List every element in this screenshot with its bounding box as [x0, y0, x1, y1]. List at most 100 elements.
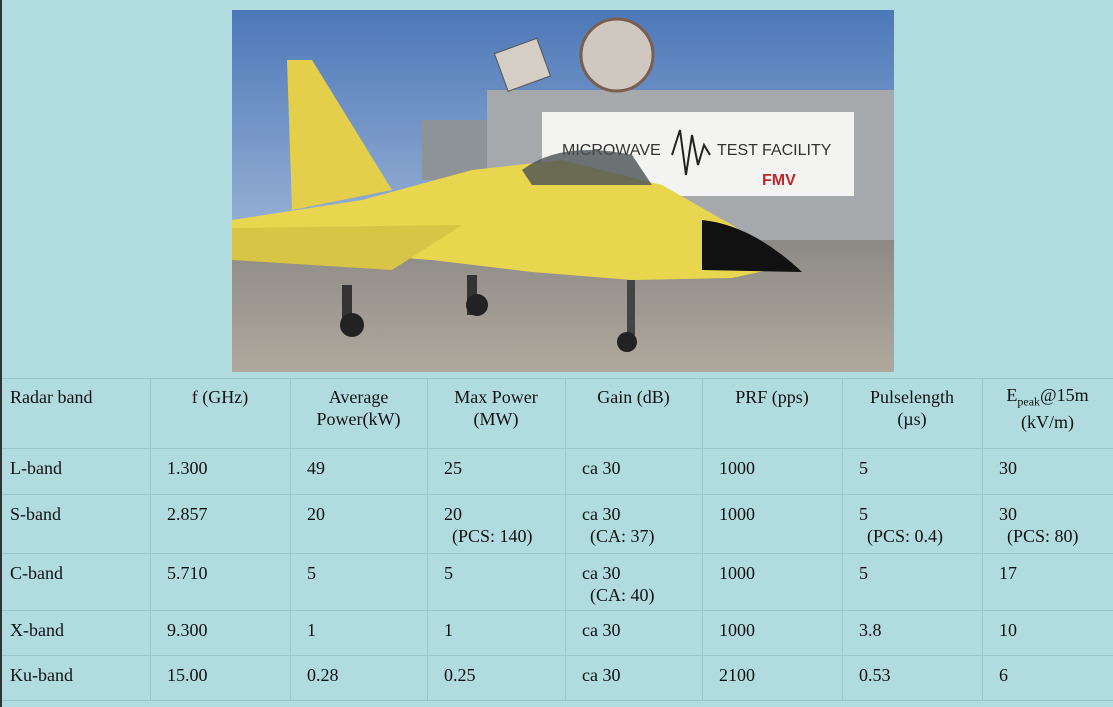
- table-cell: ca 30: [582, 457, 620, 479]
- header-cell: Radar band: [2, 386, 150, 408]
- table-cell: 3.8: [859, 619, 882, 641]
- header-text: E: [1006, 385, 1018, 405]
- row-line: [2, 494, 1113, 495]
- row-line: [2, 378, 1113, 379]
- cell-line: 2100: [719, 665, 755, 685]
- table-cell: 1000: [719, 619, 755, 641]
- header-cell: Gain (dB): [565, 386, 702, 408]
- cell-line: 5: [859, 504, 868, 524]
- table-cell: L-band: [10, 457, 62, 479]
- cell-line: 3.8: [859, 620, 882, 640]
- cell-line: 0.25: [444, 665, 476, 685]
- table-cell: 15.00: [167, 664, 208, 686]
- table-cell: 1000: [719, 457, 755, 479]
- cell-line: 5: [444, 563, 453, 583]
- sign-logo: FMV: [762, 172, 796, 189]
- cell-line: 25: [444, 458, 462, 478]
- cell-line: 15.00: [167, 665, 208, 685]
- cell-line: (CA: 40): [590, 585, 655, 605]
- cell-line: 1000: [719, 563, 755, 583]
- table-cell: 20 (PCS: 140): [444, 503, 533, 547]
- header-line: f (GHz): [191, 387, 249, 407]
- header-line: Epeak@15m: [982, 386, 1113, 411]
- cell-line: 17: [999, 563, 1017, 583]
- cell-line: C-band: [10, 563, 63, 583]
- cell-line: Ku-band: [10, 665, 73, 685]
- header-cell: Pulselength (µs): [842, 386, 982, 430]
- cell-line: 0.28: [307, 665, 339, 685]
- table-cell: 25: [444, 457, 462, 479]
- table-cell: 30 (PCS: 80): [999, 503, 1079, 547]
- cell-line: X-band: [10, 620, 64, 640]
- header-line: Radar band: [10, 387, 93, 407]
- cell-line: (PCS: 0.4): [867, 526, 944, 546]
- table-cell: ca 30: [582, 619, 620, 641]
- header-line: Power(kW): [316, 409, 401, 429]
- table-cell: 30: [999, 457, 1017, 479]
- cell-line: 5.710: [167, 563, 208, 583]
- table-cell: 1: [444, 619, 453, 641]
- cell-line: (PCS: 140): [452, 526, 533, 546]
- table-cell: 10: [999, 619, 1017, 641]
- cell-line: 6: [999, 665, 1008, 685]
- cell-line: (CA: 37): [590, 526, 655, 546]
- column-line: [982, 378, 983, 700]
- table-cell: ca 30 (CA: 40): [582, 562, 655, 606]
- cell-line: 5: [859, 563, 868, 583]
- table-cell: 5: [859, 457, 868, 479]
- header-cell: Epeak@15m (kV/m): [982, 386, 1113, 433]
- cell-line: 20: [307, 504, 325, 524]
- table-cell: X-band: [10, 619, 64, 641]
- cell-line: 1.300: [167, 458, 208, 478]
- table-cell: 5: [859, 562, 868, 584]
- column-line: [842, 378, 843, 700]
- table-cell: 1000: [719, 562, 755, 584]
- column-line: [290, 378, 291, 700]
- cell-line: ca 30: [582, 504, 621, 524]
- cell-line: 49: [307, 458, 325, 478]
- table-cell: 5 (PCS: 0.4): [859, 503, 943, 547]
- row-line: [2, 655, 1113, 656]
- table-cell: 2100: [719, 664, 755, 686]
- row-line: [2, 553, 1113, 554]
- column-line: [565, 378, 566, 700]
- cell-line: 5: [307, 563, 316, 583]
- header-line: (µs): [897, 409, 927, 429]
- table-cell: 2.857: [167, 503, 208, 525]
- table-cell: ca 30: [582, 664, 620, 686]
- cell-line: 1000: [719, 458, 755, 478]
- cell-line: 10: [999, 620, 1017, 640]
- cell-line: L-band: [10, 458, 62, 478]
- table-cell: 0.53: [859, 664, 891, 686]
- table-cell: 1.300: [167, 457, 208, 479]
- table-cell: 17: [999, 562, 1017, 584]
- cell-line: 0.53: [859, 665, 891, 685]
- table-cell: 49: [307, 457, 325, 479]
- table-cell: 0.28: [307, 664, 339, 686]
- row-line: [2, 700, 1113, 701]
- cell-line: ca 30: [582, 665, 621, 685]
- column-line: [702, 378, 703, 700]
- table-cell: 5: [444, 562, 453, 584]
- cell-line: 30: [999, 504, 1017, 524]
- table-cell: Ku-band: [10, 664, 73, 686]
- table-cell: 5.710: [167, 562, 208, 584]
- sign-text: TEST FACILITY: [717, 142, 832, 159]
- header-line: Pulselength: [870, 387, 954, 407]
- table-cell: 1: [307, 619, 316, 641]
- cell-line: S-band: [10, 504, 61, 524]
- cell-line: 1: [444, 620, 453, 640]
- column-line: [427, 378, 428, 700]
- header-text: @15m: [1040, 385, 1089, 405]
- photo: MICROWAVE TEST FACILITY FMV: [232, 10, 894, 372]
- table-cell: ca 30 (CA: 37): [582, 503, 655, 547]
- table-cell: 9.300: [167, 619, 208, 641]
- cell-line: 20: [444, 504, 462, 524]
- header-cell: PRF (pps): [702, 386, 842, 408]
- row-line: [2, 610, 1113, 611]
- table-cell: C-band: [10, 562, 63, 584]
- table-cell: 0.25: [444, 664, 476, 686]
- cell-line: 9.300: [167, 620, 208, 640]
- header-cell: Average Power(kW): [290, 386, 427, 430]
